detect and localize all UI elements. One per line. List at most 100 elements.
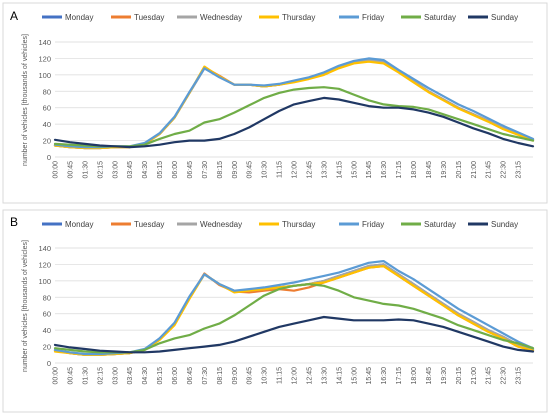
x-tick-label: 09:00 <box>232 367 239 385</box>
legend-label: Friday <box>362 220 384 229</box>
y-tick-label: 120 <box>38 54 51 63</box>
x-tick-label: 04:30 <box>142 161 149 179</box>
x-tick-label: 15:00 <box>351 161 358 179</box>
legend-label: Sunday <box>491 13 518 22</box>
y-axis-title: number of vehicles [thousands of vehicle… <box>22 240 29 372</box>
x-tick-label: 18:45 <box>426 161 433 179</box>
legend-label: Thursday <box>282 13 315 22</box>
series-line-sunday <box>53 96 535 149</box>
x-tick-label: 03:00 <box>112 161 119 179</box>
x-tick-label: 00:00 <box>53 367 60 385</box>
panel-b-frame <box>2 209 548 413</box>
x-tick-label: 17:15 <box>396 367 403 385</box>
x-tick-label: 01:30 <box>82 161 89 179</box>
x-tick-label: 16:30 <box>381 161 388 179</box>
legend-label: Monday <box>65 13 93 22</box>
panel-label: A <box>10 9 18 23</box>
x-tick-label: 21:45 <box>486 367 493 385</box>
x-tick-label: 17:15 <box>396 161 403 179</box>
x-tick-label: 15:45 <box>366 367 373 385</box>
x-tick-label: 12:00 <box>292 367 299 385</box>
y-axis-title: number of vehicles [thousands of vehicle… <box>22 34 29 166</box>
x-tick-label: 01:30 <box>82 367 89 385</box>
y-tick-label: 60 <box>43 310 51 319</box>
x-tick-label: 18:00 <box>411 367 418 385</box>
legend-label: Wednesday <box>200 13 242 22</box>
legend-label: Monday <box>65 220 93 229</box>
x-tick-label: 10:30 <box>262 161 269 179</box>
legend-label: Tuesday <box>134 220 164 229</box>
y-tick-label: 0 <box>47 359 51 368</box>
x-tick-label: 11:15 <box>277 367 284 384</box>
x-tick-label: 04:30 <box>142 367 149 385</box>
x-tick-label: 15:45 <box>366 161 373 179</box>
x-tick-label: 03:45 <box>127 161 134 179</box>
x-tick-label: 20:15 <box>456 367 463 385</box>
x-tick-label: 18:00 <box>411 161 418 179</box>
y-tick-label: 120 <box>38 260 51 269</box>
x-tick-label: 00:00 <box>53 161 60 179</box>
y-tick-label: 100 <box>38 71 51 80</box>
x-tick-label: 19:30 <box>441 161 448 179</box>
x-tick-label: 13:30 <box>321 367 328 385</box>
series-line-sunday <box>53 315 535 354</box>
x-tick-label: 23:15 <box>516 161 523 179</box>
y-tick-label: 140 <box>38 244 51 253</box>
x-tick-label: 09:00 <box>232 161 239 179</box>
y-tick-label: 0 <box>47 153 51 162</box>
x-tick-label: 09:45 <box>247 367 254 385</box>
x-tick-label: 06:00 <box>172 367 179 385</box>
legend-label: Sunday <box>491 220 518 229</box>
x-tick-label: 10:30 <box>262 367 269 385</box>
x-tick-label: 06:45 <box>187 161 194 179</box>
x-tick-label: 21:00 <box>471 367 478 385</box>
x-tick-label: 07:30 <box>202 161 209 179</box>
x-tick-label: 08:15 <box>217 367 224 385</box>
x-tick-label: 18:45 <box>426 367 433 385</box>
x-tick-label: 00:45 <box>67 161 74 179</box>
x-tick-label: 00:45 <box>67 367 74 385</box>
x-tick-label: 21:45 <box>486 161 493 179</box>
x-tick-label: 19:30 <box>441 367 448 385</box>
x-tick-label: 21:00 <box>471 161 478 179</box>
y-tick-label: 80 <box>43 87 51 96</box>
y-tick-label: 100 <box>38 277 51 286</box>
x-tick-label: 14:15 <box>336 367 343 385</box>
legend-label: Saturday <box>424 13 456 22</box>
x-tick-label: 03:45 <box>127 367 134 385</box>
x-tick-label: 05:15 <box>157 161 164 179</box>
y-tick-label: 20 <box>43 343 51 352</box>
y-tick-label: 40 <box>43 120 51 129</box>
y-tick-label: 20 <box>43 137 51 146</box>
x-tick-label: 20:15 <box>456 161 463 179</box>
y-tick-label: 80 <box>43 293 51 302</box>
legend-label: Tuesday <box>134 13 164 22</box>
x-tick-label: 12:00 <box>292 161 299 179</box>
x-tick-label: 03:00 <box>112 367 119 385</box>
x-tick-label: 22:30 <box>501 367 508 385</box>
legend-label: Wednesday <box>200 220 242 229</box>
x-tick-label: 08:15 <box>217 161 224 179</box>
legend-label: Friday <box>362 13 384 22</box>
x-tick-label: 13:30 <box>321 161 328 179</box>
y-tick-label: 140 <box>38 38 51 47</box>
x-tick-label: 05:15 <box>157 367 164 385</box>
y-tick-label: 60 <box>43 104 51 113</box>
x-tick-label: 07:30 <box>202 367 209 385</box>
x-tick-label: 15:00 <box>351 367 358 385</box>
panel-a: A 0 20 40 60 80 100 120 140 number of vehicles [t… <box>10 9 535 179</box>
panel-label: B <box>10 215 18 229</box>
x-tick-label: 02:15 <box>97 367 104 385</box>
panel-b: B 0 20 40 60 80 100 120 140 number of vehicles [t… <box>10 215 535 385</box>
x-tick-label: 12:45 <box>306 161 313 179</box>
x-tick-label: 09:45 <box>247 161 254 179</box>
x-tick-label: 12:45 <box>306 367 313 385</box>
x-tick-label: 06:00 <box>172 161 179 179</box>
legend-label: Saturday <box>424 220 456 229</box>
x-tick-label: 11:15 <box>277 161 284 178</box>
x-tick-label: 06:45 <box>187 367 194 385</box>
y-tick-label: 40 <box>43 326 51 335</box>
x-tick-label: 22:30 <box>501 161 508 179</box>
x-tick-label: 16:30 <box>381 367 388 385</box>
